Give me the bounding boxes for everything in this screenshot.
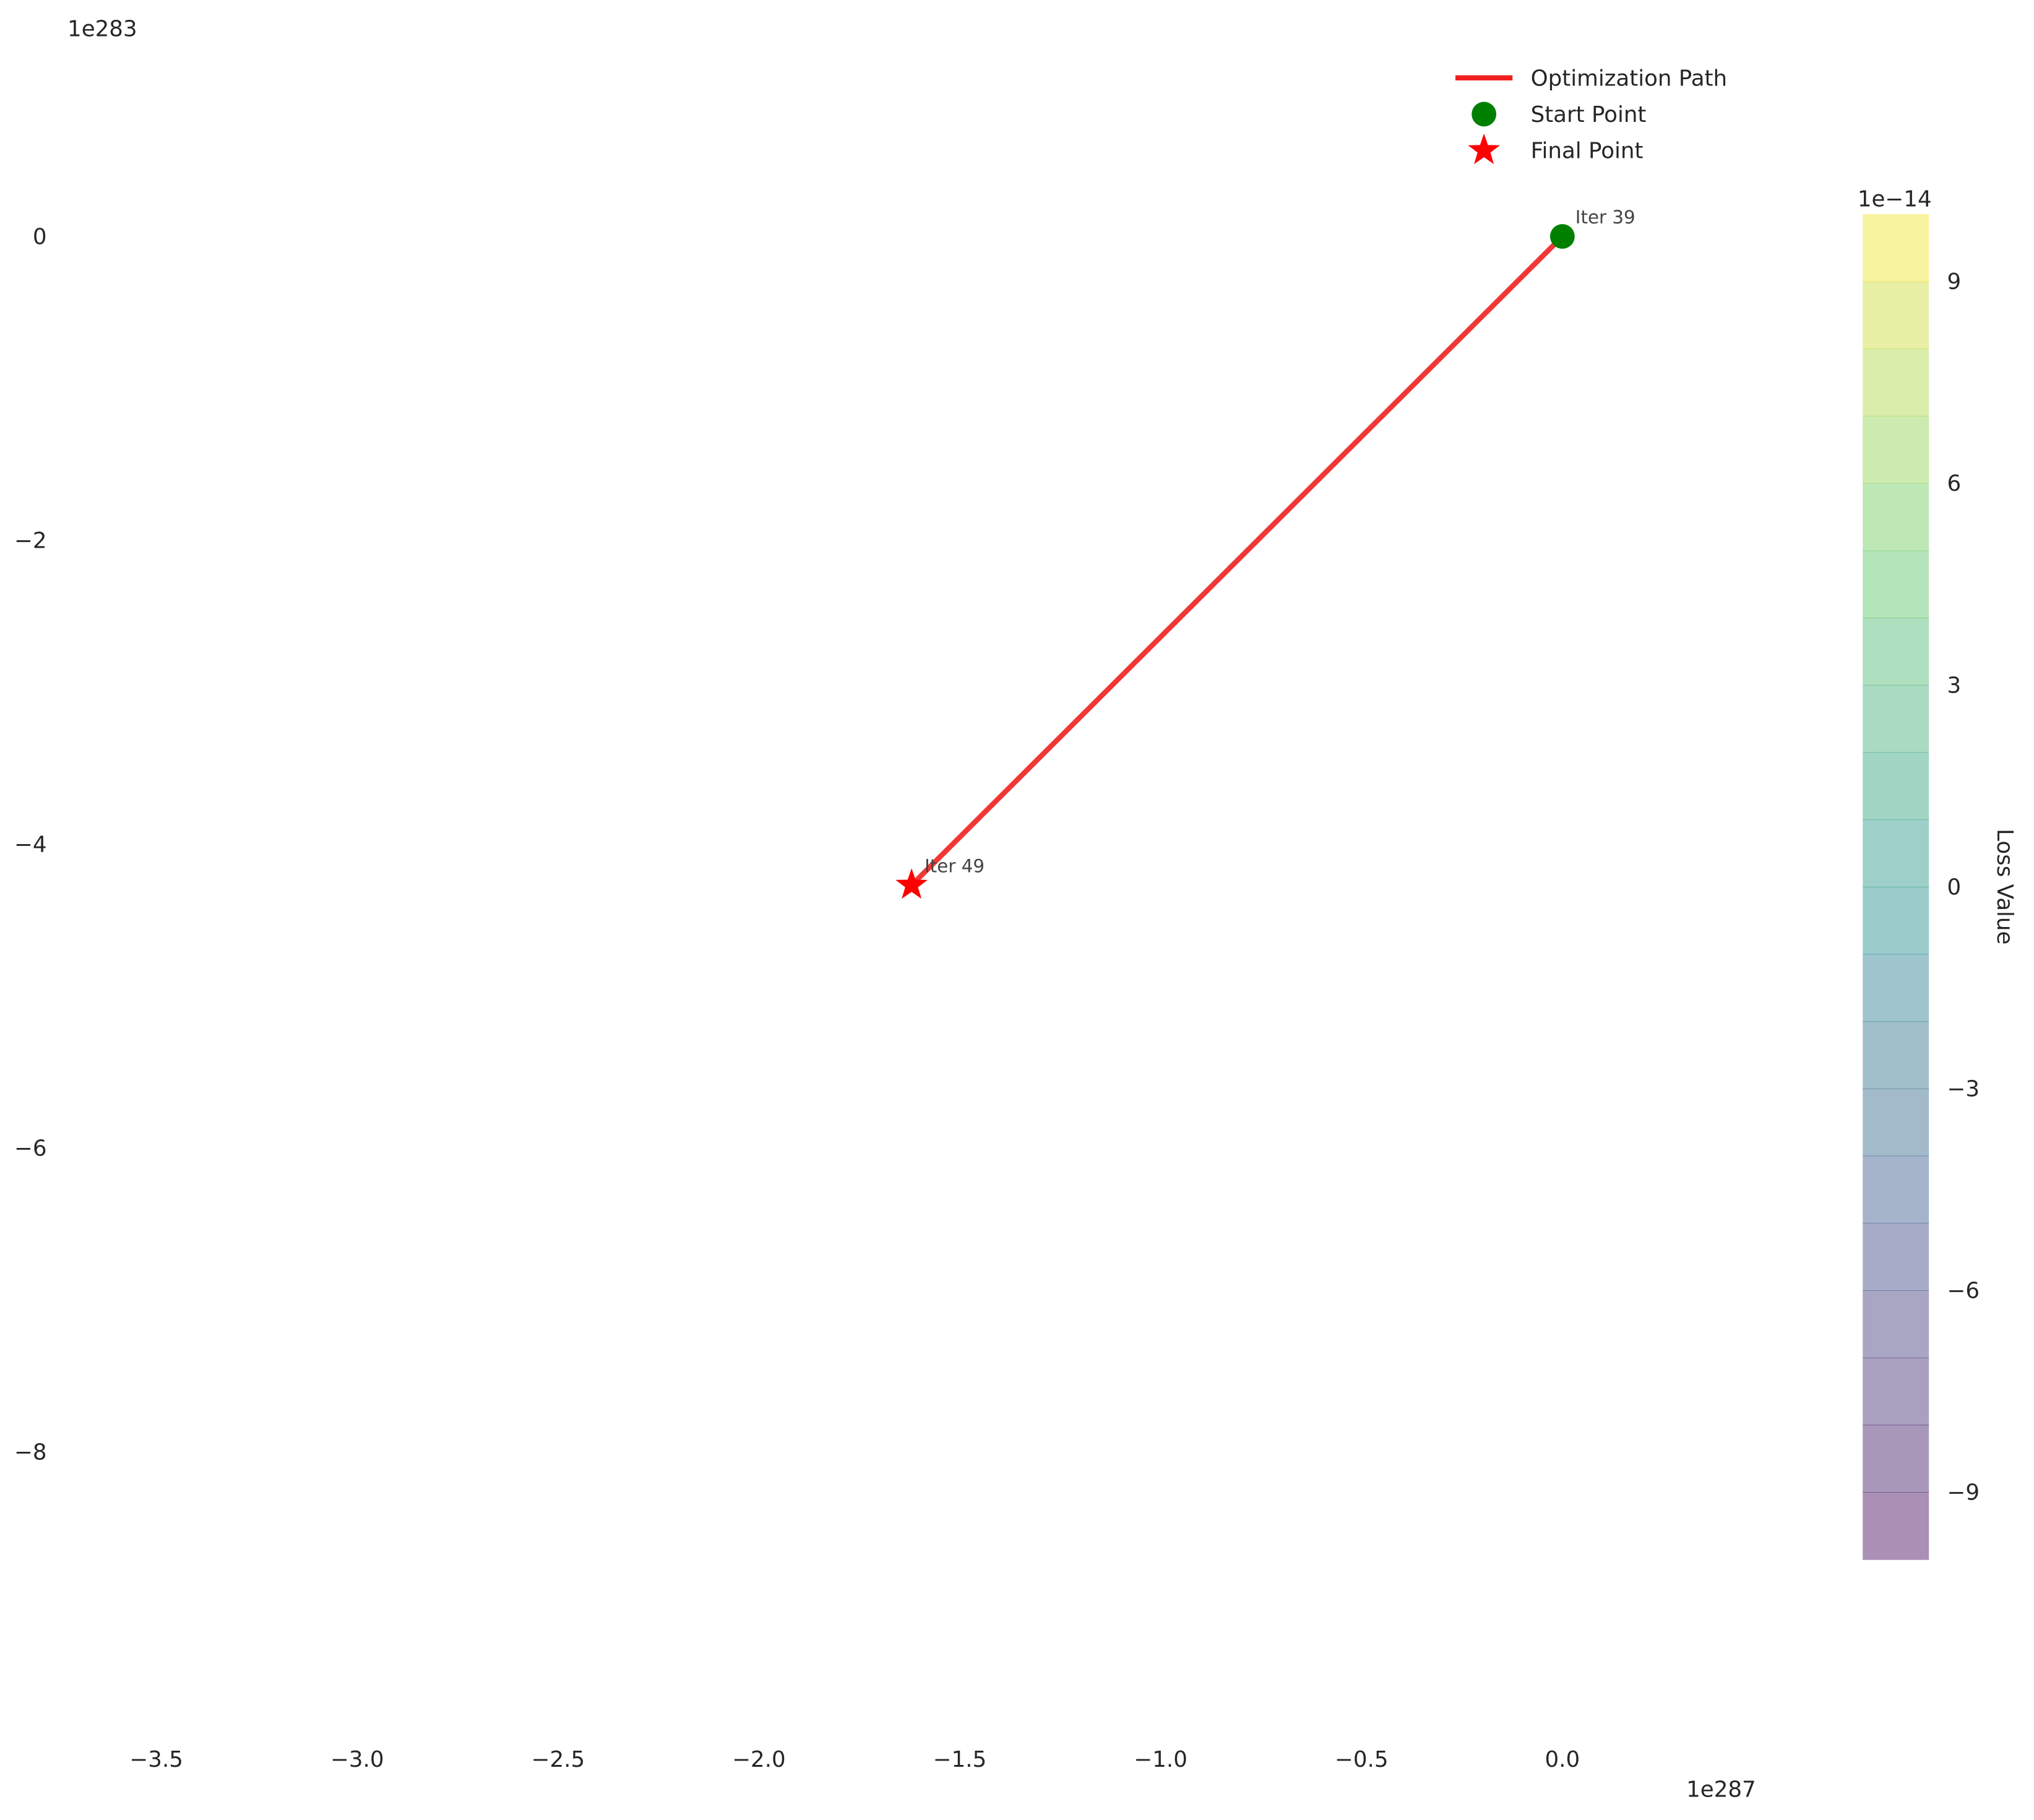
- x-tick-label: −3.5: [129, 1747, 183, 1772]
- colorbar-tick-label: 3: [1947, 673, 1961, 698]
- x-offset-label: 1e287: [1686, 1777, 1756, 1802]
- colorbar-band: [1863, 886, 1929, 955]
- annotation: Iter 49: [924, 855, 985, 876]
- colorbar-band: [1863, 348, 1929, 416]
- colorbar-band: [1863, 550, 1929, 619]
- colorbar-tick-label: −6: [1947, 1278, 1980, 1303]
- y-offset-label: 1e283: [67, 17, 137, 42]
- y-tick-label: −6: [14, 1136, 47, 1162]
- legend-marker: [1468, 133, 1501, 165]
- x-tick-label: −2.5: [532, 1747, 585, 1772]
- colorbar-tick-label: −3: [1947, 1076, 1980, 1102]
- colorbar-band: [1863, 1088, 1929, 1157]
- colorbar-band: [1863, 1223, 1929, 1291]
- colorbar-tick-label: −9: [1947, 1480, 1980, 1506]
- colorbar-label: Loss Value: [1992, 829, 2017, 944]
- colorbar-band: [1863, 618, 1929, 686]
- x-tick-label: −1.5: [933, 1747, 987, 1772]
- x-tick-label: −0.5: [1335, 1747, 1389, 1772]
- legend-label: Optimization Path: [1531, 66, 1727, 91]
- colorbar-band: [1863, 1290, 1929, 1358]
- colorbar-band: [1863, 415, 1929, 484]
- y-tick-label: −2: [14, 528, 47, 554]
- colorbar-offset-label: 1e−14: [1858, 186, 1932, 212]
- annotation: Iter 39: [1575, 207, 1635, 228]
- colorbar-tick-label: 0: [1947, 874, 1961, 900]
- colorbar-tick-label: 6: [1947, 471, 1961, 496]
- x-tick-label: −3.0: [330, 1747, 384, 1772]
- colorbar-band: [1863, 752, 1929, 821]
- colorbar-band: [1863, 819, 1929, 887]
- colorbar-band: [1863, 281, 1929, 350]
- colorbar-band: [1863, 954, 1929, 1022]
- x-tick-label: −1.0: [1134, 1747, 1187, 1772]
- colorbar-band: [1863, 684, 1929, 753]
- y-tick-label: −8: [14, 1440, 47, 1465]
- colorbar-band: [1863, 1357, 1929, 1426]
- colorbar-band: [1863, 1491, 1929, 1560]
- colorbar-band: [1863, 213, 1929, 282]
- y-tick-label: 0: [33, 225, 47, 250]
- colorbar-band: [1863, 1155, 1929, 1224]
- legend-label: Final Point: [1531, 139, 1644, 164]
- start-marker: [1549, 224, 1575, 249]
- final-marker: [895, 868, 928, 899]
- line: [910, 235, 1564, 887]
- x-tick-label: 0.0: [1545, 1747, 1580, 1772]
- colorbar-tick-label: 9: [1947, 269, 1961, 295]
- legend-label: Start Point: [1531, 102, 1647, 127]
- x-tick-label: −2.0: [732, 1747, 786, 1772]
- colorbar-band: [1863, 1425, 1929, 1493]
- colorbar-band: [1863, 1021, 1929, 1089]
- legend-marker: [1472, 101, 1497, 127]
- y-tick-label: −4: [14, 832, 47, 858]
- colorbar-band: [1863, 483, 1929, 551]
